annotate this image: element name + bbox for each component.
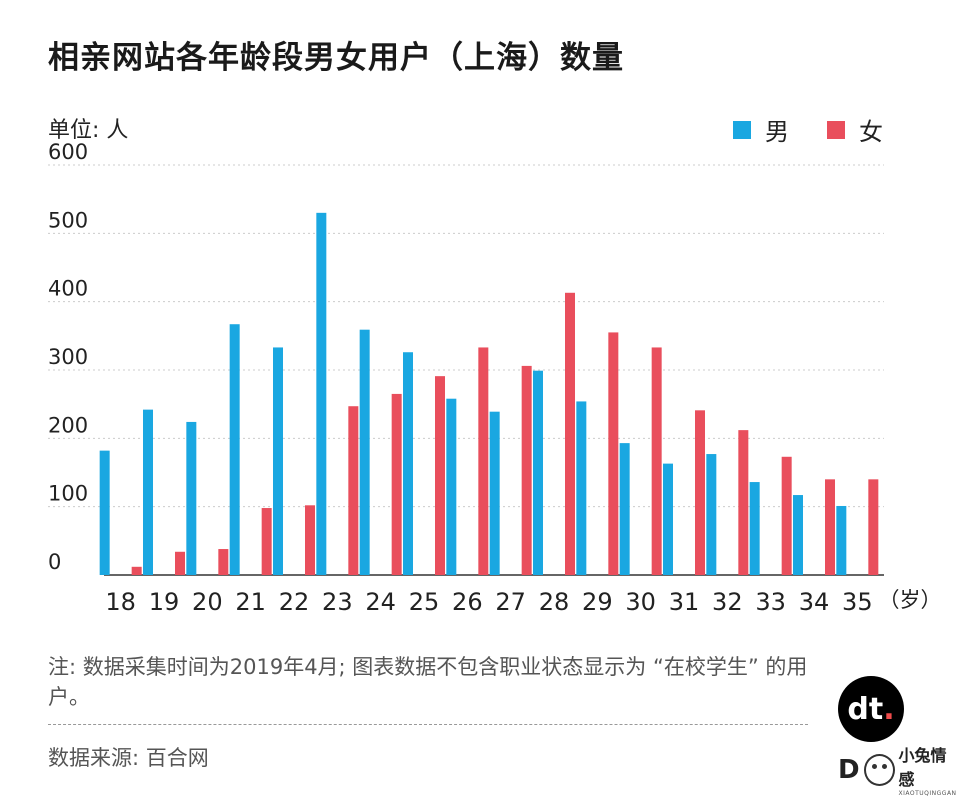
bar-female	[782, 457, 792, 575]
bar-male	[360, 330, 370, 575]
watermark-text: 小兔情感 XIAOTUQINGGAN	[899, 742, 960, 797]
bar-female	[522, 366, 532, 575]
y-tick-label: 400	[48, 277, 88, 301]
bar-female	[132, 567, 142, 575]
bar-female	[652, 347, 662, 575]
bar-male	[100, 451, 110, 575]
x-tick-label: 22	[279, 588, 310, 616]
x-tick-label: 18	[105, 588, 136, 616]
x-tick-label: 31	[669, 588, 700, 616]
watermark-cn: 小兔情感	[899, 742, 960, 790]
face-icon	[864, 754, 895, 786]
bar-female	[738, 430, 748, 575]
x-unit-label: （岁）	[879, 588, 942, 612]
x-tick-label: 19	[149, 588, 180, 616]
x-tick-label: 30	[625, 588, 656, 616]
x-tick-label: 21	[235, 588, 266, 616]
bar-male	[230, 324, 240, 575]
bar-male	[186, 422, 196, 575]
bar-female	[305, 505, 315, 575]
footnote: 注: 数据采集时间为2019年4月; 图表数据不包含职业状态显示为 “在校学生”…	[48, 652, 808, 712]
bar-male	[533, 371, 543, 575]
bar-female	[478, 347, 488, 575]
divider	[48, 724, 808, 725]
bar-female	[825, 479, 835, 575]
x-tick-label: 29	[582, 588, 613, 616]
bar-male	[576, 401, 586, 575]
x-tick-label: 23	[322, 588, 353, 616]
y-tick-label: 100	[48, 482, 88, 506]
bar-female	[175, 552, 185, 575]
bar-chart: 0 100 200 300 400 500 600 18 19 20 21 22 23 24 25 26 27 2…	[0, 0, 960, 640]
watermark-letter: D	[838, 755, 860, 785]
bar-male	[143, 410, 153, 575]
y-tick-label: 300	[48, 345, 88, 369]
y-tick-label: 500	[48, 208, 88, 232]
bar-male	[836, 506, 846, 575]
watermark: D 小兔情感 XIAOTUQINGGAN	[838, 742, 960, 797]
bar-male	[403, 352, 413, 575]
y-tick-label: 0	[48, 550, 61, 574]
x-tick-label: 33	[755, 588, 786, 616]
bar-female	[262, 508, 272, 575]
bar-male	[793, 495, 803, 575]
x-tick-label: 28	[539, 588, 570, 616]
x-tick-label: 35	[842, 588, 873, 616]
bar-male	[490, 412, 500, 575]
bar-female	[435, 376, 445, 575]
x-tick-label: 26	[452, 588, 483, 616]
bar-male	[620, 443, 630, 575]
x-tick-label: 34	[799, 588, 830, 616]
y-tick-label: 200	[48, 413, 88, 437]
bar-male	[316, 213, 326, 575]
x-tick-label: 24	[365, 588, 396, 616]
logo-dot: .	[883, 692, 894, 727]
bar-female	[608, 332, 618, 575]
bar-male	[663, 464, 673, 575]
x-tick-label: 20	[192, 588, 223, 616]
x-tick-label: 25	[409, 588, 440, 616]
logo-text: dt	[847, 692, 883, 727]
bar-male	[273, 347, 283, 575]
bar-female	[695, 410, 705, 575]
y-tick-label: 600	[48, 140, 88, 164]
dt-logo: dt.	[838, 676, 904, 742]
x-tick-label: 32	[712, 588, 743, 616]
bar-male	[446, 399, 456, 575]
bar-female	[868, 479, 878, 575]
bar-female	[348, 406, 358, 575]
bar-female	[565, 293, 575, 575]
bar-female	[218, 549, 228, 575]
bar-male	[706, 454, 716, 575]
bar-male	[750, 482, 760, 575]
bar-female	[392, 394, 402, 575]
x-tick-label: 27	[495, 588, 526, 616]
source-text: 数据来源: 百合网	[48, 742, 209, 772]
